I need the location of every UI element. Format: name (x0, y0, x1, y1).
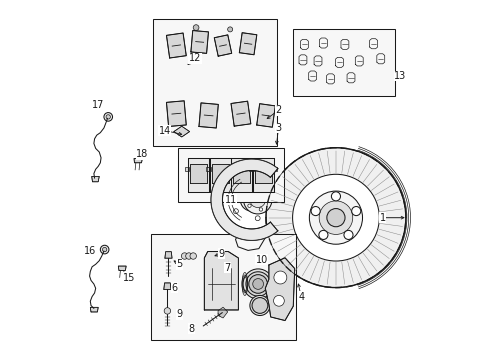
Text: 12: 12 (188, 53, 201, 63)
Polygon shape (163, 283, 171, 289)
Bar (151, 234, 296, 339)
Polygon shape (188, 158, 209, 192)
Circle shape (326, 208, 345, 227)
Polygon shape (134, 158, 142, 163)
Circle shape (247, 192, 251, 195)
Circle shape (243, 185, 271, 214)
Polygon shape (214, 35, 231, 56)
Circle shape (164, 308, 170, 314)
Circle shape (106, 115, 110, 119)
Polygon shape (251, 167, 255, 171)
Circle shape (252, 279, 263, 289)
Text: 11: 11 (224, 195, 237, 205)
Circle shape (318, 230, 327, 239)
Text: 5: 5 (176, 259, 182, 269)
Polygon shape (211, 159, 277, 240)
Polygon shape (235, 233, 265, 251)
Text: 1: 1 (379, 213, 385, 222)
Text: 10: 10 (255, 255, 267, 265)
Circle shape (309, 191, 362, 244)
Circle shape (243, 269, 273, 299)
Polygon shape (90, 307, 98, 312)
Polygon shape (249, 167, 253, 171)
Circle shape (273, 271, 286, 284)
Bar (292, 30, 394, 96)
Polygon shape (254, 165, 271, 183)
Text: 16: 16 (83, 246, 96, 256)
Circle shape (331, 192, 340, 201)
Text: 7: 7 (224, 263, 230, 273)
Circle shape (259, 208, 262, 211)
Text: 9: 9 (218, 248, 224, 258)
Circle shape (249, 192, 265, 207)
Circle shape (247, 204, 251, 207)
Circle shape (273, 296, 284, 306)
Polygon shape (265, 148, 405, 288)
Polygon shape (184, 167, 189, 171)
Circle shape (266, 198, 269, 202)
Circle shape (249, 296, 269, 315)
Circle shape (100, 245, 109, 254)
Polygon shape (230, 101, 250, 126)
Bar (153, 19, 276, 146)
Polygon shape (118, 266, 126, 270)
Circle shape (310, 207, 320, 216)
Text: 15: 15 (122, 273, 135, 283)
Polygon shape (218, 307, 227, 318)
Polygon shape (166, 101, 186, 126)
Polygon shape (208, 167, 212, 171)
Circle shape (343, 230, 352, 239)
Text: 13: 13 (393, 71, 406, 81)
Circle shape (251, 298, 267, 313)
Text: 18: 18 (136, 149, 148, 159)
Circle shape (104, 113, 112, 121)
Text: 17: 17 (92, 100, 104, 111)
Circle shape (102, 247, 106, 252)
Polygon shape (204, 252, 238, 310)
Polygon shape (211, 165, 228, 183)
Circle shape (259, 188, 262, 192)
Polygon shape (190, 165, 207, 183)
Text: 8: 8 (188, 324, 194, 334)
Polygon shape (272, 167, 277, 171)
Circle shape (248, 275, 267, 293)
Polygon shape (227, 167, 232, 171)
Text: 2: 2 (275, 105, 281, 115)
Polygon shape (239, 33, 256, 55)
Polygon shape (231, 158, 252, 192)
Circle shape (319, 201, 352, 234)
Circle shape (240, 188, 263, 211)
Polygon shape (164, 252, 172, 258)
Circle shape (351, 207, 360, 216)
Polygon shape (209, 158, 230, 192)
Text: 14: 14 (159, 126, 171, 135)
Circle shape (227, 27, 232, 32)
Polygon shape (174, 126, 189, 137)
Circle shape (245, 272, 270, 296)
Polygon shape (92, 176, 99, 182)
Text: 6: 6 (171, 283, 178, 293)
Polygon shape (256, 104, 275, 127)
Polygon shape (252, 158, 273, 192)
Polygon shape (190, 31, 208, 53)
Polygon shape (265, 258, 294, 320)
Text: 3: 3 (275, 123, 281, 133)
Circle shape (185, 253, 192, 259)
Bar (178, 148, 284, 202)
Polygon shape (206, 167, 210, 171)
Polygon shape (166, 33, 186, 58)
Polygon shape (233, 165, 250, 183)
Polygon shape (229, 167, 234, 171)
Circle shape (181, 253, 187, 259)
Text: 4: 4 (298, 292, 304, 302)
Text: 9: 9 (176, 310, 182, 319)
Polygon shape (199, 103, 218, 128)
Circle shape (193, 25, 199, 31)
Circle shape (190, 253, 196, 259)
